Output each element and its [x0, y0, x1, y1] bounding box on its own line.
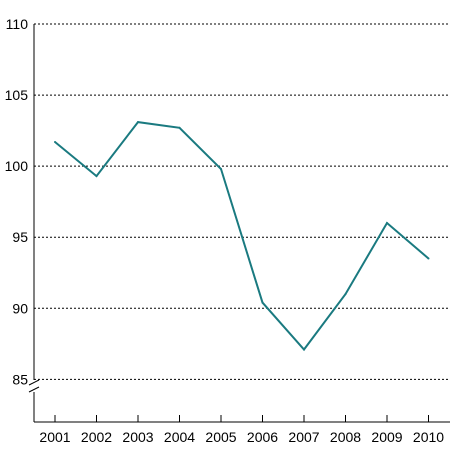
data-point-2008	[344, 293, 347, 296]
data-series	[54, 121, 430, 352]
x-tick-label: 2008	[330, 429, 361, 445]
x-tick-label: 2004	[164, 429, 195, 445]
y-tick-label: 105	[5, 87, 29, 103]
x-tick-label: 2003	[122, 429, 153, 445]
y-tick-label: 100	[5, 158, 29, 174]
x-tick-label: 2001	[39, 429, 70, 445]
data-point-2002	[95, 175, 98, 178]
gridlines	[34, 23, 450, 380]
data-point-2004	[178, 126, 181, 129]
data-point-2006	[261, 301, 264, 304]
axes	[28, 24, 450, 423]
x-tick-label: 2007	[288, 429, 319, 445]
y-tick-label: 110	[6, 16, 29, 32]
x-tick-label: 2002	[81, 429, 112, 445]
x-tick-label: 2010	[413, 429, 444, 445]
data-point-2003	[137, 121, 139, 124]
data-point-2007	[303, 348, 305, 351]
x-tick-label: 2006	[247, 429, 278, 445]
x-axis-ticks: 2001 2002 2003 2004 2005 2006 2007 2008 2009 2010	[39, 415, 444, 445]
series-line-0	[54, 121, 430, 352]
x-tick-label: 2009	[371, 429, 402, 445]
y-axis-tick-labels: 85 90 95 100 105 110	[5, 16, 29, 387]
y-tick-label: 95	[12, 229, 28, 245]
data-point-2005	[220, 167, 222, 170]
x-tick-label: 2005	[205, 429, 236, 445]
data-point-2001	[54, 140, 56, 143]
axis-break-icon	[28, 379, 40, 393]
y-tick-label: 90	[12, 300, 28, 316]
y-tick-label: 85	[12, 371, 28, 387]
data-point-2010	[427, 257, 430, 260]
data-point-2009	[386, 222, 388, 224]
